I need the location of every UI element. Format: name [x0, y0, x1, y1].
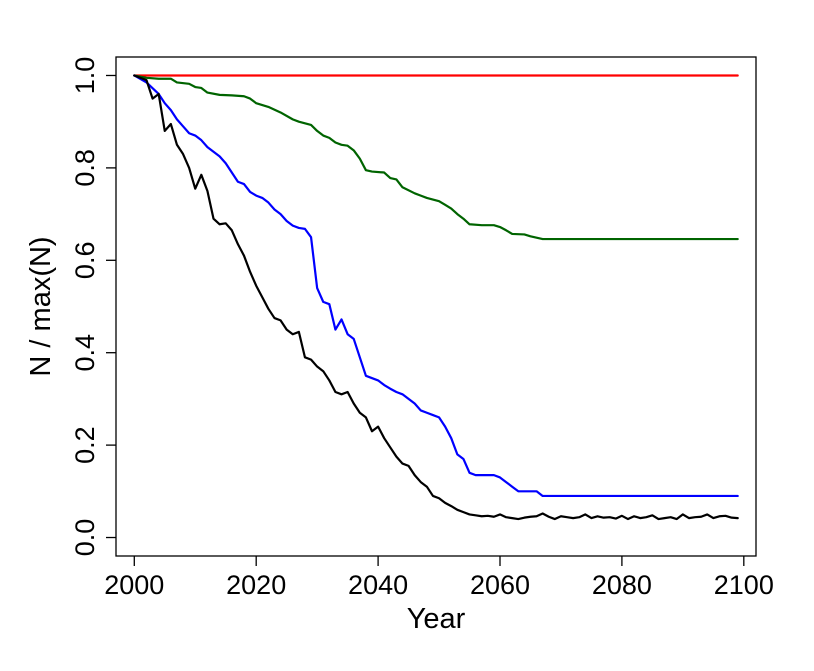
y-tick-label: 0.6 — [70, 242, 100, 280]
plot-frame — [115, 56, 757, 557]
series-line-3 — [133, 74, 739, 498]
x-axis-title: Year — [407, 603, 466, 635]
y-tick-label: 0.4 — [70, 334, 100, 372]
x-tick-label: 2080 — [592, 570, 652, 600]
y-tick-label: 0.0 — [70, 519, 100, 557]
series-line-2 — [133, 74, 739, 241]
x-tick-label: 2000 — [104, 570, 164, 600]
y-tick-label: 0.2 — [70, 426, 100, 464]
axes: 2000 2020 2040 2060 2080 2100 0.0 0.2 0.4 0.6 0.8 1… — [70, 56, 774, 600]
x-tick-label: 2100 — [714, 570, 774, 600]
plot-area — [133, 74, 739, 521]
x-tick-label: 2020 — [226, 570, 286, 600]
series-line-4 — [133, 74, 739, 521]
y-axis-title: N / max(N) — [25, 236, 57, 376]
x-tick-label: 2040 — [348, 570, 408, 600]
y-tick-label: 1.0 — [70, 57, 100, 95]
x-tick-label: 2060 — [470, 570, 530, 600]
y-tick-label: 0.8 — [70, 149, 100, 187]
